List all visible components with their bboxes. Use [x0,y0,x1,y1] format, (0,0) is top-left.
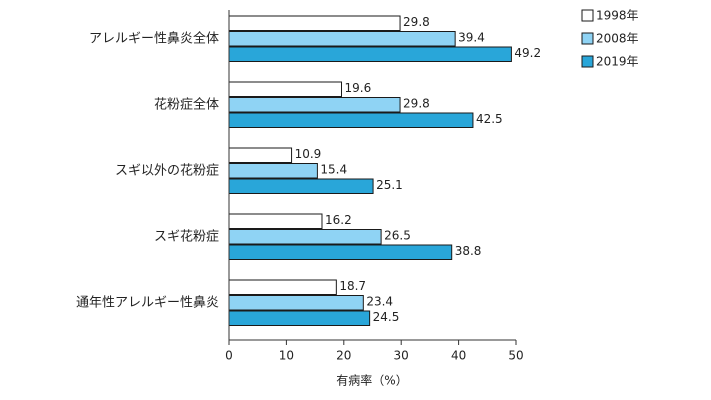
x-tick-label: 0 [225,349,233,363]
value-label: 38.8 [455,244,482,258]
value-label: 18.7 [339,279,366,293]
bar [228,163,318,179]
bar [228,147,293,163]
value-label: 26.5 [384,228,411,242]
category-label: 通年性アレルギー性鼻炎 [76,294,219,310]
value-label: 24.5 [373,310,400,324]
category-label: 花粉症全体 [154,96,219,112]
bar [228,46,512,62]
value-label: 23.4 [366,294,393,308]
value-label: 39.4 [458,30,485,44]
bar [228,31,456,47]
value-label: 16.2 [325,213,352,227]
x-tick-label: 10 [279,349,294,363]
x-tick-label: 40 [451,349,466,363]
value-label: 49.2 [514,46,541,60]
category-label: スギ花粉症 [154,228,219,244]
bar [228,15,401,31]
category-label: スギ以外の花粉症 [115,162,219,178]
value-label: 25.1 [376,178,403,192]
bar [228,229,382,245]
bar [228,244,453,260]
legend-label: 1998年 [596,9,639,23]
bar [228,97,401,113]
bar [228,295,364,311]
bar [228,310,371,326]
x-tick-label: 20 [336,349,351,363]
value-label: 15.4 [320,162,347,176]
legend-swatch [581,32,594,45]
bar [228,112,474,128]
value-label: 29.8 [403,96,430,110]
value-label: 10.9 [295,147,322,161]
legend-label: 2008年 [596,32,639,46]
legend-swatch [581,55,594,68]
x-tick-label: 50 [508,349,523,363]
legend-swatch [581,9,594,22]
x-axis-label: 有病率（%） [336,373,407,388]
x-tick-label: 30 [394,349,409,363]
value-label: 29.8 [403,15,430,29]
bar [228,213,323,229]
category-label: アレルギー性鼻炎全体 [89,30,219,46]
bar [228,81,343,97]
legend-label: 2019年 [596,55,639,69]
value-label: 19.6 [345,81,372,95]
bar [228,279,337,295]
value-label: 42.5 [476,112,503,126]
bar [228,178,374,194]
